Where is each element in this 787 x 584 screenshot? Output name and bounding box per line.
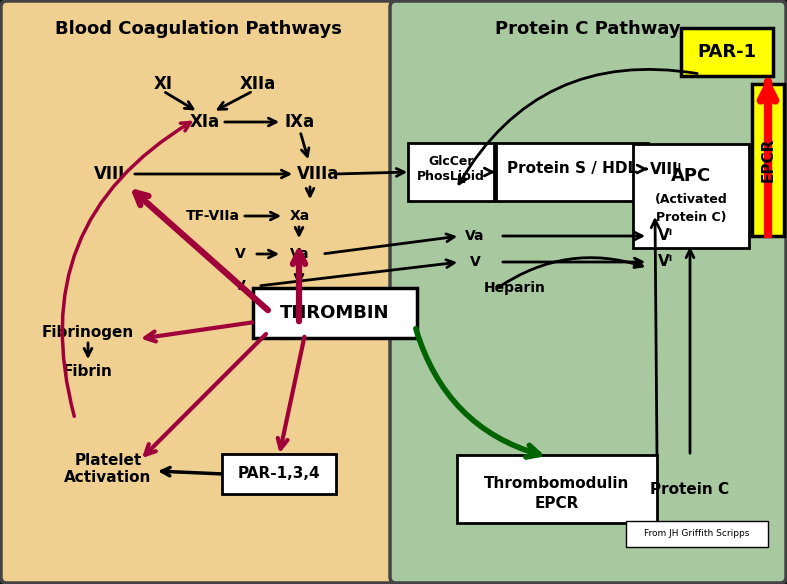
FancyBboxPatch shape bbox=[681, 28, 773, 76]
Text: GlcCer
PhosLipid: GlcCer PhosLipid bbox=[417, 155, 485, 183]
Text: XIIa: XIIa bbox=[240, 75, 276, 93]
FancyBboxPatch shape bbox=[1, 1, 396, 583]
Text: V: V bbox=[235, 247, 246, 261]
Text: Protein C Pathway: Protein C Pathway bbox=[495, 20, 681, 38]
Text: VIIIᴵ: VIIIᴵ bbox=[650, 162, 682, 176]
Text: VIIIa: VIIIa bbox=[297, 165, 339, 183]
Text: APC: APC bbox=[671, 167, 711, 185]
FancyBboxPatch shape bbox=[390, 1, 786, 583]
Text: EPCR: EPCR bbox=[760, 138, 775, 182]
Text: TF-VIIa: TF-VIIa bbox=[186, 209, 240, 223]
Text: VIII: VIII bbox=[94, 165, 126, 183]
Text: Platelet
Activation: Platelet Activation bbox=[65, 453, 152, 485]
Text: V: V bbox=[470, 255, 480, 269]
Text: Vᴵ: Vᴵ bbox=[659, 228, 674, 244]
FancyBboxPatch shape bbox=[633, 144, 749, 248]
Text: V: V bbox=[235, 279, 246, 293]
Text: PAR-1: PAR-1 bbox=[697, 43, 756, 61]
FancyBboxPatch shape bbox=[752, 84, 784, 236]
Text: Protein C): Protein C) bbox=[656, 210, 726, 224]
Text: EPCR: EPCR bbox=[535, 496, 579, 512]
Text: Blood Coagulation Pathways: Blood Coagulation Pathways bbox=[54, 20, 342, 38]
Text: XIa: XIa bbox=[190, 113, 220, 131]
FancyBboxPatch shape bbox=[222, 454, 336, 494]
Text: Vᴵ: Vᴵ bbox=[659, 255, 674, 269]
Text: PAR-1,3,4: PAR-1,3,4 bbox=[238, 467, 320, 481]
Text: Va: Va bbox=[290, 247, 310, 261]
Text: XI: XI bbox=[153, 75, 172, 93]
Text: Fibrinogen: Fibrinogen bbox=[42, 325, 134, 339]
FancyBboxPatch shape bbox=[626, 521, 768, 547]
Text: Thrombomodulin: Thrombomodulin bbox=[484, 477, 630, 492]
FancyBboxPatch shape bbox=[457, 455, 657, 523]
Text: From JH Griffith Scripps: From JH Griffith Scripps bbox=[645, 530, 750, 538]
Text: Heparin: Heparin bbox=[484, 281, 546, 295]
Text: Xa: Xa bbox=[290, 209, 310, 223]
Text: Protein C: Protein C bbox=[650, 481, 730, 496]
Text: Va: Va bbox=[465, 229, 485, 243]
Text: THROMBIN: THROMBIN bbox=[280, 304, 390, 322]
Text: Protein S / HDL: Protein S / HDL bbox=[507, 162, 637, 176]
Text: (Activated: (Activated bbox=[655, 193, 727, 206]
Text: IXa: IXa bbox=[285, 113, 315, 131]
FancyBboxPatch shape bbox=[253, 288, 417, 338]
FancyBboxPatch shape bbox=[496, 143, 648, 201]
Text: Fibrin: Fibrin bbox=[63, 363, 113, 378]
FancyBboxPatch shape bbox=[408, 143, 494, 201]
